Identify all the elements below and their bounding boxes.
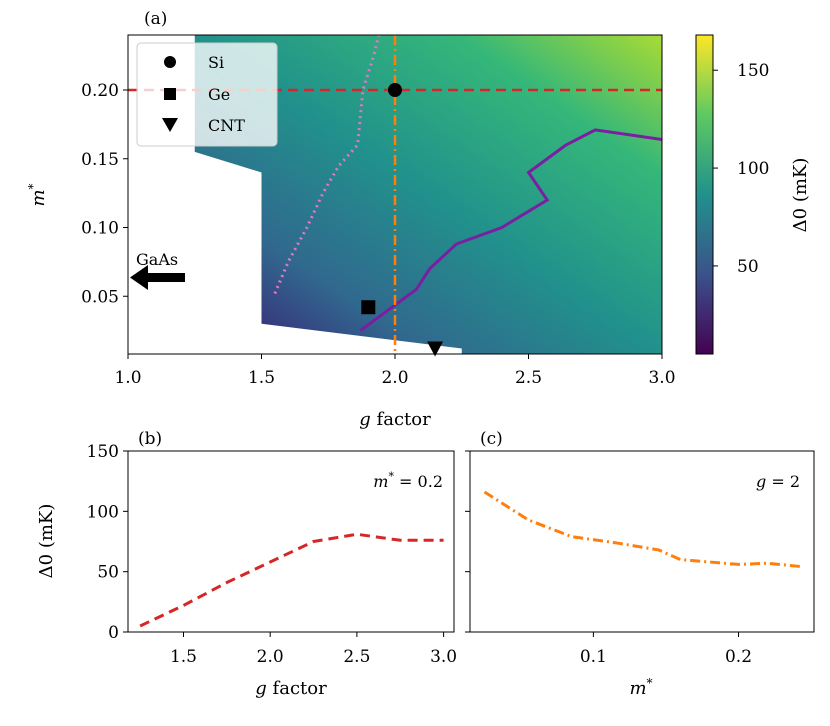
y-tick-label-a: 0.20: [81, 81, 119, 101]
gaas-label: GaAs: [136, 250, 178, 269]
x-tick-label-a: 2.5: [515, 368, 542, 388]
colorbar-bar: [695, 34, 714, 355]
series-line: [483, 490, 804, 569]
legend-cnt-label: CNT: [208, 116, 245, 135]
y-tick-label: 50: [97, 563, 119, 583]
x-axis-label-b: g factor: [255, 678, 327, 699]
x-tick-label-a: 2.0: [381, 368, 408, 388]
heatmap-region: [194, 35, 662, 354]
plot-frame-b: [127, 450, 455, 633]
panel-b: (b) 1.5 2.0 2.5 3.0 0 50 100 150 m* = 0.2 g fac…: [36, 429, 457, 699]
panel-c-label: (c): [480, 429, 503, 449]
x-tick-label: 2.0: [257, 647, 284, 667]
marker-si: [388, 83, 402, 97]
legend-cnt-marker: [162, 118, 178, 132]
gaas-arrow-shaft: [145, 273, 185, 282]
axis-ticks-a: 1.0 1.5 2.0 2.5 3.0 0.05 0.10 0.15 0.20: [81, 81, 675, 388]
y-axis-label-a: m*: [26, 183, 49, 206]
axis-ticks-b: 1.5 2.0 2.5 3.0 0 50 100 150: [87, 442, 458, 667]
contour-dotted: [273, 35, 381, 295]
x-tick-label-a: 3.0: [648, 368, 675, 388]
y-tick-label: 0: [108, 623, 119, 643]
x-axis-label-a: g factor: [359, 409, 431, 430]
x-tick-label-a: 1.0: [114, 368, 141, 388]
y-tick-label-a: 0.15: [81, 150, 119, 170]
marker-cnt: [427, 341, 444, 357]
x-axis-label-c: m*: [629, 676, 652, 699]
colorbar-label: Δ0 (mK): [790, 158, 811, 233]
legend-box: [136, 42, 278, 147]
legend-ge-label: Ge: [208, 85, 230, 104]
panel-a-label: (a): [144, 9, 167, 29]
y-tick-label: 100: [87, 502, 119, 522]
y-tick-label-a: 0.10: [81, 219, 119, 239]
gaas-annotation: GaAs: [130, 250, 185, 290]
x-tick-label: 0.1: [580, 647, 607, 667]
series-line: [139, 532, 444, 628]
legend: Si Ge CNT: [136, 42, 278, 147]
y-tick-label: 150: [87, 442, 119, 462]
panel-c: (c) 0.1 0.2 g = 2 m*: [465, 429, 815, 699]
legend-si-marker: [164, 56, 176, 68]
gaas-arrow-head: [130, 265, 148, 290]
colorbar-tick-label: 100: [737, 159, 769, 179]
x-tick-label: 1.5: [170, 647, 197, 667]
heatmap-fill: [194, 35, 662, 354]
x-tick-label: 3.0: [430, 647, 457, 667]
colorbar-tick-label: 50: [737, 257, 759, 277]
y-tick-label-a: 0.05: [81, 287, 119, 307]
axis-ticks-c: 0.1 0.2: [465, 450, 752, 667]
panel-a: (a) 1.0 1.5 2.0 2.5 3.0 0.05 0.10 0.15 0.20 g fa…: [26, 9, 676, 430]
series-b: [139, 532, 444, 628]
panel-c-annotation: g = 2: [756, 472, 800, 491]
legend-si-label: Si: [208, 53, 224, 72]
marker-ge: [361, 300, 376, 315]
x-tick-label: 0.2: [725, 647, 752, 667]
x-tick-label-a: 1.5: [248, 368, 275, 388]
colorbar: 50 100 150 Δ0 (mK): [695, 34, 811, 355]
panel-b-label: (b): [138, 429, 162, 449]
panel-b-annotation: m* = 0.2: [373, 470, 443, 491]
legend-ge-marker: [164, 88, 176, 100]
y-axis-label-b: Δ0 (mK): [36, 504, 57, 579]
x-tick-label: 2.5: [343, 647, 370, 667]
series-c: [483, 490, 804, 569]
colorbar-ticks: 50 100 150: [713, 61, 769, 277]
contours: [273, 35, 662, 332]
plot-frame-c: [469, 450, 815, 633]
material-markers: [361, 83, 444, 357]
contour-solid: [359, 128, 662, 332]
colorbar-tick-label: 150: [737, 61, 769, 81]
